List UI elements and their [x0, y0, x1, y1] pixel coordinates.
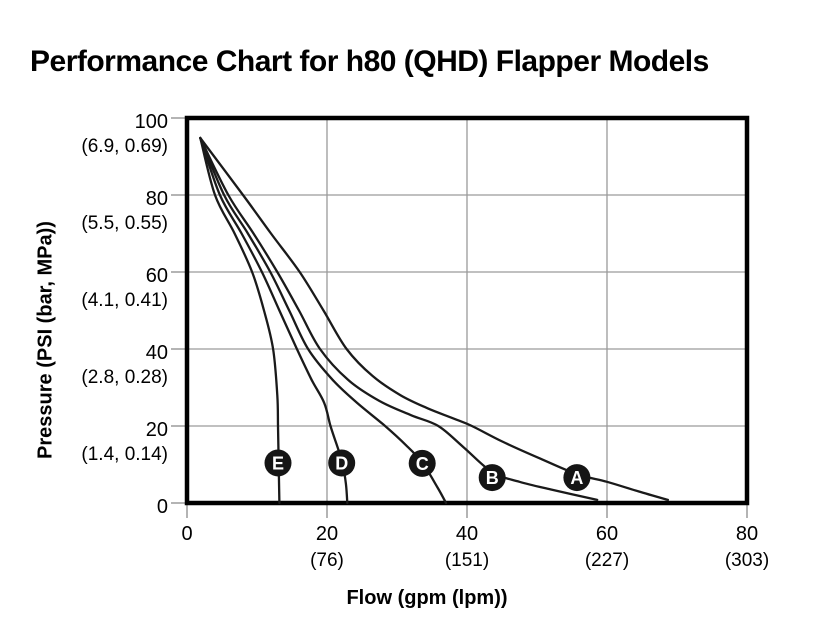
model-badge-B [478, 464, 506, 492]
y-tick-sublabel: (6.9, 0.69) [81, 136, 168, 157]
model-badge-letter-C: C [416, 454, 429, 474]
y-tick-label: 60 [146, 265, 168, 287]
model-badge-letter-A: A [570, 468, 583, 488]
x-axis-title: Flow (gpm (lpm)) [346, 587, 508, 609]
x-tick-label: 0 [181, 523, 192, 545]
curve-B [199, 136, 599, 502]
model-badge-letter-D: D [335, 453, 348, 473]
x-tick-sublabel: (303) [725, 550, 769, 571]
x-tick-label: 40 [456, 523, 478, 545]
model-badge-letter-B: B [486, 468, 499, 488]
y-tick-label: 20 [146, 419, 168, 441]
y-tick-label: 100 [135, 111, 168, 133]
y-tick-label: 0 [157, 496, 168, 518]
y-tick-sublabel: (1.4, 0.14) [81, 444, 168, 465]
y-tick-sublabel: (2.8, 0.28) [81, 367, 168, 388]
model-badge-E [264, 449, 292, 477]
curve-C [199, 136, 448, 505]
plot-frame [184, 115, 750, 506]
y-tick-label: 40 [146, 342, 168, 364]
x-tick-label: 60 [596, 523, 618, 545]
chart-title: Performance Chart for h80 (QHD) Flapper … [30, 45, 709, 78]
model-badge-letter-E: E [272, 453, 284, 473]
y-tick-sublabel: (4.1, 0.41) [81, 290, 168, 311]
y-tick-label: 80 [146, 188, 168, 210]
x-tick-sublabel: (76) [310, 550, 344, 571]
x-tick-label: 80 [736, 523, 758, 545]
model-badge-A [563, 464, 591, 492]
model-badge-C [408, 449, 436, 477]
curve-A [199, 136, 670, 502]
x-tick-label: 20 [316, 523, 338, 545]
y-tick-sublabel: (5.5, 0.55) [81, 213, 168, 234]
x-tick-sublabel: (227) [585, 550, 629, 571]
model-badge-D [328, 449, 356, 477]
x-tick-sublabel: (151) [445, 550, 489, 571]
curve-E [199, 136, 281, 505]
